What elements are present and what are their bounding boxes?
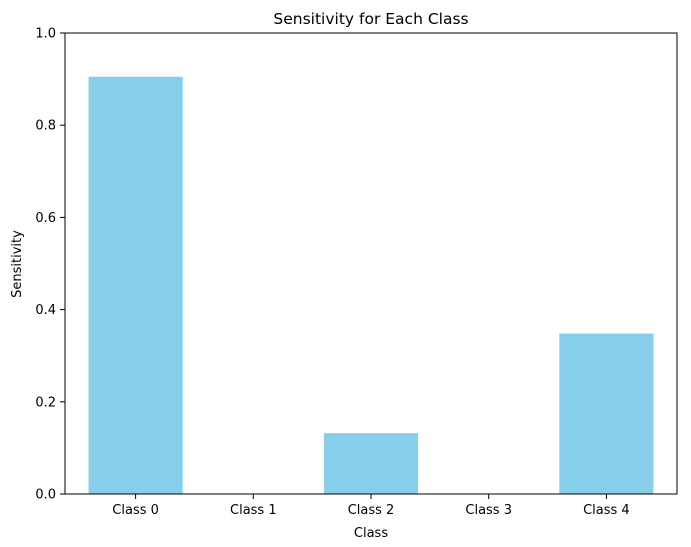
y-axis-title: Sensitivity <box>10 230 25 298</box>
x-tick-label: Class 1 <box>230 503 277 518</box>
x-tick-label: Class 0 <box>112 503 159 518</box>
bar-class-0 <box>88 76 183 495</box>
x-tick-label: Class 4 <box>583 503 630 518</box>
plot-frame <box>64 32 678 495</box>
bar-class-2 <box>323 433 419 494</box>
chart-title: Sensitivity for Each Class <box>273 10 468 28</box>
x-axis-ticks: Class 0 Class 1 Class 2 Class 3 Class 4 <box>112 494 630 518</box>
bar-class-4 <box>559 333 654 494</box>
y-tick-label: 0.2 <box>35 395 56 410</box>
y-tick-label: 0.4 <box>35 303 56 318</box>
y-tick-label: 1.0 <box>35 27 56 42</box>
x-axis-title: Class <box>354 526 388 541</box>
y-tick-label: 0.6 <box>35 211 56 226</box>
x-tick-label: Class 3 <box>465 503 512 518</box>
y-axis-ticks: 0.0 0.2 0.4 0.6 0.8 1.0 <box>35 27 65 503</box>
bars-group <box>88 76 654 495</box>
y-tick-label: 0.8 <box>35 119 56 134</box>
y-tick-label: 0.0 <box>35 488 56 503</box>
x-tick-label: Class 2 <box>348 503 395 518</box>
